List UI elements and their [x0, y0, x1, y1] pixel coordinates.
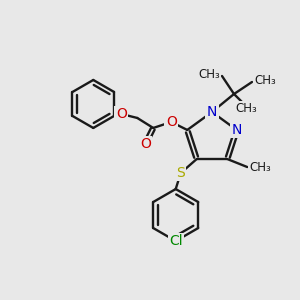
Text: CH₃: CH₃: [254, 74, 276, 88]
Text: S: S: [176, 166, 185, 180]
Text: O: O: [140, 137, 151, 151]
Text: Cl: Cl: [169, 234, 182, 248]
Text: CH₃: CH₃: [249, 160, 271, 173]
Text: CH₃: CH₃: [198, 68, 220, 82]
Text: O: O: [166, 115, 177, 129]
Text: N: N: [207, 105, 217, 119]
Text: CH₃: CH₃: [235, 103, 257, 116]
Text: N: N: [232, 123, 242, 137]
Text: O: O: [116, 107, 127, 121]
